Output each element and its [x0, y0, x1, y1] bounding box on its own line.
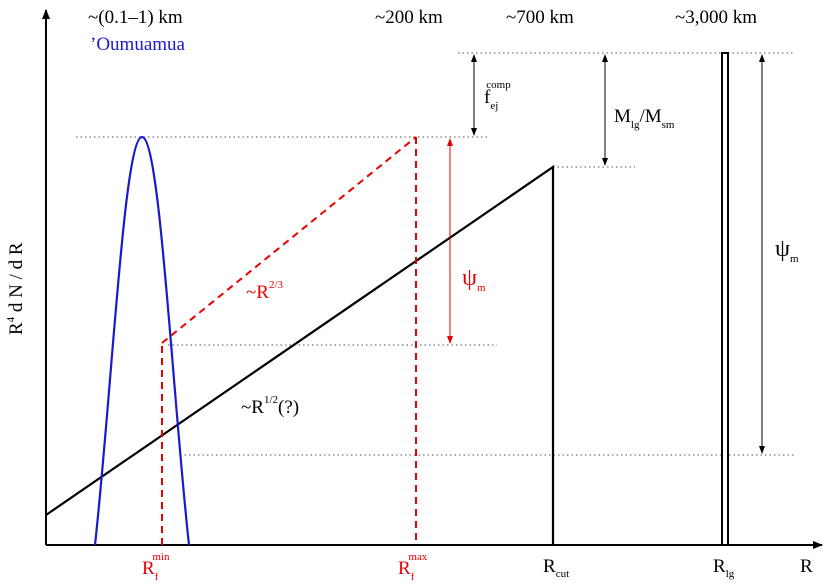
- rf-max-base: R: [398, 558, 411, 579]
- rf-min-sup: min: [152, 551, 170, 563]
- r-cut-sub: cut: [556, 568, 569, 580]
- red-dashed-lines: [161, 136, 417, 545]
- large-body-bar: [721, 52, 729, 546]
- slope-23-sup: 2/3: [269, 279, 284, 291]
- r-lg-base: R: [713, 556, 726, 577]
- oumuamua-bump-curve: [93, 135, 191, 546]
- oumuamua-size-label: ~(0.1–1) km: [88, 7, 183, 28]
- rf-max-sub: f: [411, 571, 415, 583]
- r-lg-sub: lg: [726, 568, 735, 580]
- slope-23-dashed-line: [161, 136, 417, 344]
- y-label-base: R: [6, 322, 27, 335]
- psi-m-black-sub: m: [790, 253, 799, 265]
- mass-ratio-a-sub: lg: [631, 119, 640, 131]
- mass-ratio-b-sub: sm: [662, 119, 675, 131]
- rf-min-label: Rf min: [142, 551, 170, 583]
- slope-23-label: ~R2/3: [246, 279, 284, 303]
- x-axis-label: R: [800, 556, 813, 577]
- r-lg-label: Rlg: [713, 556, 735, 580]
- psi-m-red-label: ψm: [462, 265, 486, 294]
- r-cut-base: R: [543, 556, 556, 577]
- dotted-reference-lines: [76, 52, 795, 456]
- f-ej-comp-sub: ej: [490, 100, 498, 112]
- psi-m-red-sub: m: [477, 282, 486, 294]
- rf-max-sup: max: [408, 551, 427, 563]
- r-cut-label: Rcut: [543, 556, 569, 580]
- oumuamua-name-label: ’Oumuamua: [90, 34, 186, 55]
- size-700-label: ~700 km: [506, 7, 574, 28]
- size-200-label: ~200 km: [375, 7, 443, 28]
- rf-min-base: R: [142, 558, 155, 579]
- f-ej-comp-base: f: [484, 87, 491, 108]
- mass-ratio-label: Mlg/Msm: [614, 106, 675, 131]
- slope-12-prefix: ~R: [241, 397, 264, 418]
- y-axis-label: R4 d N / d R: [5, 242, 27, 335]
- f-ej-comp-label: fej comp: [484, 79, 511, 112]
- psi-m-black-label: ψm: [775, 236, 799, 265]
- mass-ratio-slash: /M: [639, 106, 661, 127]
- size-distribution-line: [45, 164, 555, 545]
- svg-text:R4 d N / d R: R4 d N / d R: [5, 242, 27, 335]
- slope-12-sup: 1/2: [264, 394, 278, 406]
- mass-ratio-a: M: [614, 106, 631, 127]
- y-label-rest: d N / d R: [6, 242, 27, 317]
- slope-12-suffix: (?): [278, 397, 299, 418]
- f-ej-comp-sup: comp: [486, 79, 511, 91]
- size-3000-label: ~3,000 km: [675, 7, 757, 28]
- rf-max-label: Rf max: [398, 551, 428, 583]
- rf-min-sub: f: [155, 571, 159, 583]
- y-label-sup: 4: [5, 316, 17, 322]
- slope-12-label: ~R1/2(?): [241, 394, 299, 418]
- psi-m-black-base: ψ: [775, 236, 790, 262]
- psi-m-red-base: ψ: [462, 265, 477, 291]
- slope-23-prefix: ~R: [246, 282, 269, 303]
